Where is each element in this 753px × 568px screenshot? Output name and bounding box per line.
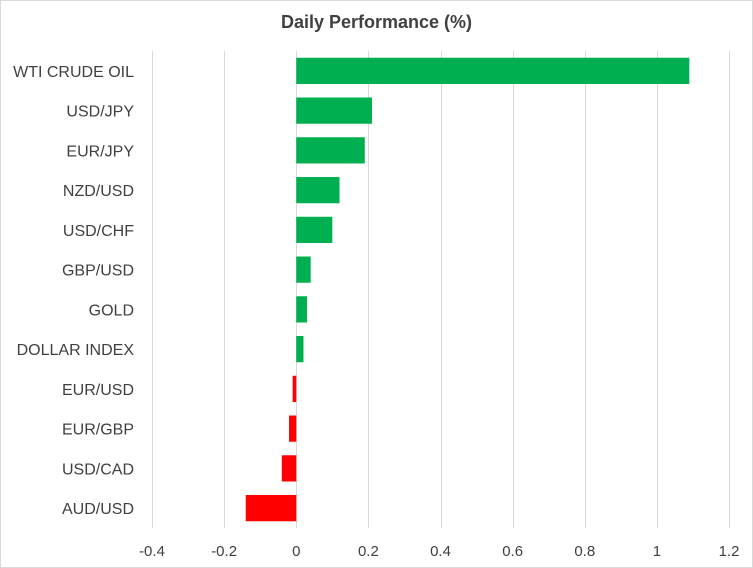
bar bbox=[281, 455, 297, 482]
x-tick-labels: -0.4 -0.2 0 0.2 0.4 0.6 0.8 1 1.2 bbox=[139, 543, 739, 560]
bar bbox=[296, 137, 365, 164]
category-labels: WTI CRUDE OIL USD/JPY EUR/JPY NZD/USD USD/CH… bbox=[13, 64, 134, 518]
category-label: EUR/USD bbox=[62, 382, 134, 399]
chart-title: Daily Performance (%) bbox=[280, 12, 473, 32]
gridlines bbox=[152, 51, 730, 528]
category-label: GBP/USD bbox=[62, 263, 134, 280]
bar bbox=[296, 57, 690, 84]
x-tick-label: 0.4 bbox=[430, 543, 451, 560]
bar bbox=[292, 375, 297, 402]
bar bbox=[296, 296, 308, 323]
x-tick-label: -0.2 bbox=[211, 543, 237, 560]
bar bbox=[296, 177, 340, 204]
x-tick-label: 1.2 bbox=[719, 543, 740, 560]
x-tick-label: -0.4 bbox=[139, 543, 165, 560]
x-tick-label: 1 bbox=[653, 543, 661, 560]
bar bbox=[296, 256, 311, 283]
category-label: EUR/GBP bbox=[62, 422, 134, 439]
category-label: USD/CHF bbox=[63, 223, 134, 240]
category-label: AUD/USD bbox=[62, 501, 134, 518]
x-tick-label: 0.6 bbox=[502, 543, 523, 560]
category-label: GOLD bbox=[89, 302, 134, 319]
bar bbox=[245, 495, 297, 522]
x-tick-label: 0.2 bbox=[358, 543, 379, 560]
category-label: USD/JPY bbox=[66, 104, 134, 121]
bar bbox=[289, 415, 297, 442]
category-label: WTI CRUDE OIL bbox=[13, 64, 134, 81]
bars bbox=[245, 57, 690, 522]
category-label: DOLLAR INDEX bbox=[17, 342, 135, 359]
category-label: USD/CAD bbox=[62, 461, 134, 478]
x-tick-label: 0 bbox=[292, 543, 300, 560]
category-label: EUR/JPY bbox=[66, 143, 134, 160]
category-label: NZD/USD bbox=[63, 183, 134, 200]
bar bbox=[296, 216, 333, 243]
bar bbox=[296, 97, 372, 124]
bar bbox=[296, 336, 304, 363]
x-tick-label: 0.8 bbox=[574, 543, 595, 560]
